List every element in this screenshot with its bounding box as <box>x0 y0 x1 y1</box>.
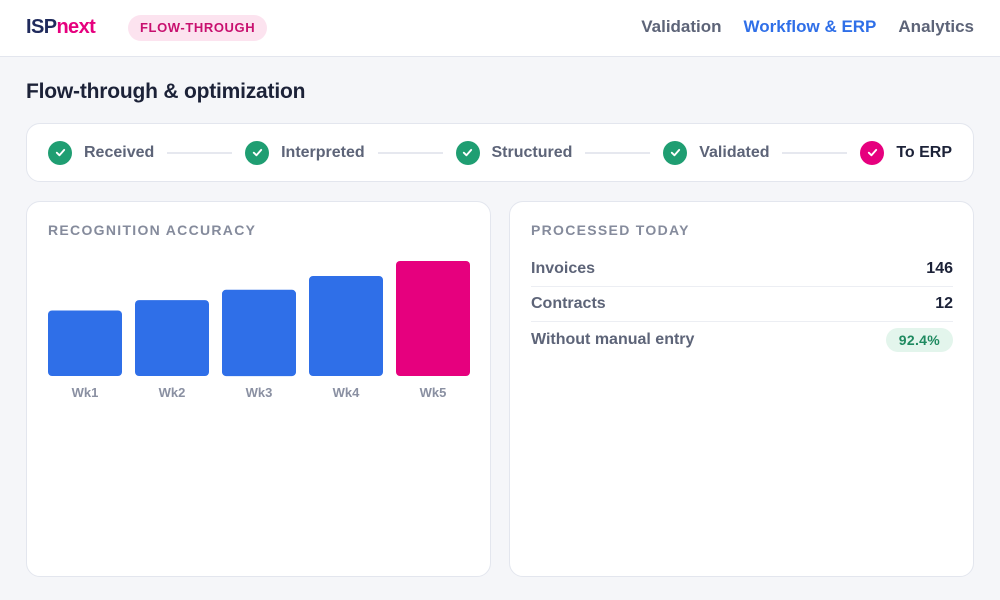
stat-value: 12 <box>935 295 953 312</box>
bar-wk4 <box>309 276 383 376</box>
step-connector <box>167 151 233 154</box>
step-to-erp: To ERP <box>860 140 953 165</box>
step-interpreted: Interpreted <box>245 140 365 165</box>
step-label: Interpreted <box>281 143 365 161</box>
stats-list: Invoices 146 Contracts 12 Without manual… <box>531 252 953 357</box>
stat-row-without-manual-entry: Without manual entry 92.4% <box>531 322 953 357</box>
card-title: RECOGNITION ACCURACY <box>48 222 257 238</box>
top-bar: ISPnext FLOW-THROUGH Validation Workflow… <box>0 0 1000 57</box>
stat-value: 146 <box>926 260 953 277</box>
logo-prefix: ISP <box>26 16 57 38</box>
logo-suffix: next <box>56 16 96 38</box>
check-icon <box>860 140 885 165</box>
recognition-accuracy-card: RECOGNITION ACCURACY Wk1 Wk2 Wk3 Wk4 Wk5 <box>26 201 491 577</box>
stat-label: Contracts <box>531 295 606 312</box>
check-icon <box>48 140 72 165</box>
x-tick-label: Wk5 <box>420 385 447 400</box>
logo[interactable]: ISPnext <box>26 16 96 39</box>
x-tick-label: Wk4 <box>333 385 361 400</box>
percent-badge: 92.4% <box>885 327 953 352</box>
step-label: To ERP <box>896 143 953 161</box>
bar-wk2 <box>135 300 209 376</box>
pipeline-steps: Received Interpreted Structured Validate… <box>26 123 974 182</box>
step-label: Structured <box>491 143 573 161</box>
mode-badge: FLOW-THROUGH <box>128 15 268 41</box>
bar-wk5 <box>396 261 470 376</box>
step-label: Received <box>84 143 155 161</box>
bar-wk1 <box>48 310 122 376</box>
stat-row-contracts: Contracts 12 <box>531 287 953 322</box>
stat-label: Invoices <box>531 260 596 277</box>
accuracy-bar-chart: Wk1 Wk2 Wk3 Wk4 Wk5 <box>48 261 470 401</box>
main-nav: Validation Workflow & ERP Analytics <box>641 17 974 37</box>
check-icon <box>663 140 688 165</box>
check-icon <box>455 140 480 165</box>
bar-wk3 <box>222 289 296 377</box>
x-tick-label: Wk1 <box>72 385 99 400</box>
step-connector <box>377 151 443 154</box>
check-icon <box>245 140 270 165</box>
step-received: Received <box>48 140 155 165</box>
card-title: PROCESSED TODAY <box>531 222 690 238</box>
step-validated: Validated <box>663 140 770 165</box>
step-structured: Structured <box>455 140 573 165</box>
step-label: Validated <box>699 143 770 161</box>
nav-analytics[interactable]: Analytics <box>898 17 974 36</box>
stat-row-invoices: Invoices 146 <box>531 252 953 287</box>
stat-label: Without manual entry <box>531 330 695 348</box>
x-tick-label: Wk2 <box>159 385 186 400</box>
nav-workflow-erp[interactable]: Workflow & ERP <box>743 17 877 36</box>
x-tick-label: Wk3 <box>246 385 273 400</box>
page-title: Flow-through & optimization <box>26 80 306 103</box>
nav-validation[interactable]: Validation <box>641 17 722 36</box>
step-connector <box>782 151 848 154</box>
processed-today-card: PROCESSED TODAY Invoices 146 Contracts 1… <box>509 201 974 577</box>
step-connector <box>585 151 651 154</box>
chart-svg: Wk1 Wk2 Wk3 Wk4 Wk5 <box>48 261 470 400</box>
